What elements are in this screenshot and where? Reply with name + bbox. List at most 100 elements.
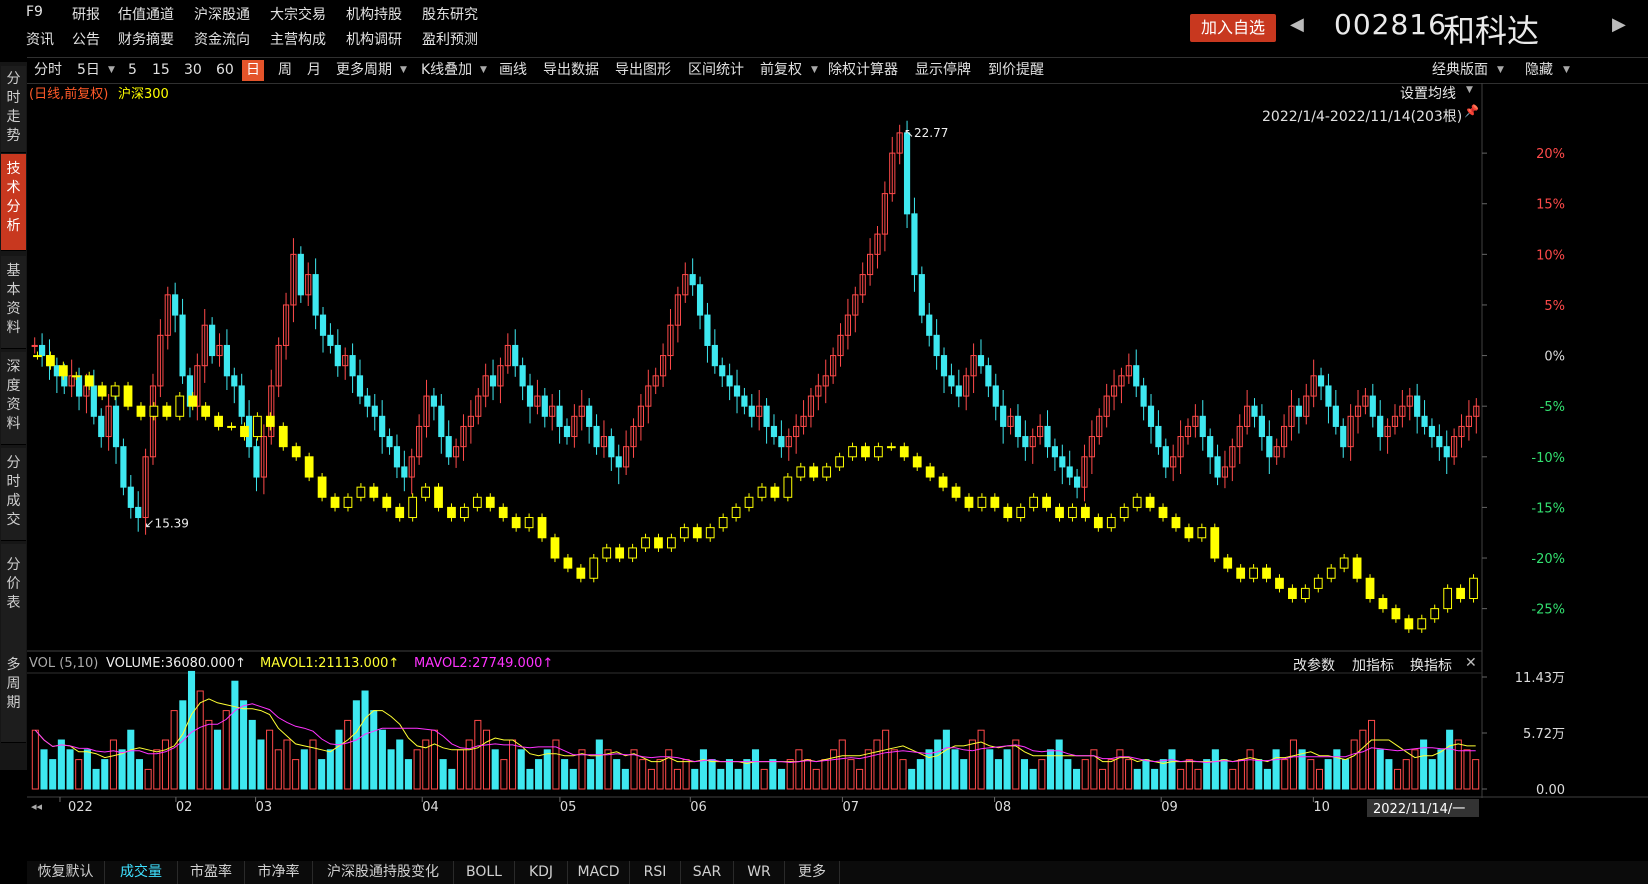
nav-block-trade[interactable]: 大宗交易 [270,7,326,23]
tb-forward-adjust[interactable]: 前复权 [760,62,802,78]
volume-bar [266,729,274,790]
switch-indicator-button[interactable]: 换指标 [1410,658,1452,674]
nav-capital-flow[interactable]: 资金流向 [194,32,250,48]
tab-reset-default[interactable]: 恢复默认 [27,861,105,884]
volume-bar [760,768,768,790]
tb-intraday[interactable]: 分时 [34,62,62,78]
close-icon[interactable]: ✕ [1465,655,1477,671]
chevron-down-icon[interactable]: ▼ [1563,65,1570,75]
volume-bar [665,749,673,790]
nav-valuation-channel[interactable]: 估值通道 [118,7,174,23]
tab-more[interactable]: 更多 [785,861,840,884]
tab-macd[interactable]: MACD [568,861,630,884]
pin-icon[interactable]: 📌 [1464,104,1479,118]
candle-body [1266,436,1273,458]
tab-sar[interactable]: SAR [681,861,734,884]
tb-export-chart[interactable]: 导出图形 [615,62,671,78]
candle-body [1428,425,1436,438]
tb-60min[interactable]: 60 [216,62,234,78]
chevron-down-icon[interactable]: ▼ [108,65,115,75]
tb-price-alert[interactable]: 到价提醒 [988,62,1044,78]
candle-body [53,365,60,377]
set-ma-button[interactable]: 设置均线 [1400,86,1456,102]
tab-connect-holding[interactable]: 沪深股通持股变化 [313,861,454,884]
tb-5day[interactable]: 5日 [77,62,100,78]
tb-more-period[interactable]: 更多周期 [336,62,392,78]
tb-range-stats[interactable]: 区间统计 [688,62,744,78]
candle-body [290,253,297,306]
chevron-down-icon[interactable]: ▼ [400,65,407,75]
candle-body [68,375,75,387]
indicator-tab-bar: 恢复默认 成交量 市盈率 市净率 沪深股通持股变化 BOLL KDJ MACD … [27,861,1648,884]
add-indicator-button[interactable]: 加指标 [1352,658,1394,674]
add-watchlist-button[interactable]: 加入自选 [1190,14,1276,42]
leftnav-realtime[interactable]: 分时走势 [1,66,26,153]
tb-day[interactable]: 日 [242,60,264,81]
chevron-down-icon[interactable]: ▼ [480,65,487,75]
tb-export-data[interactable]: 导出数据 [543,62,599,78]
nav-profit-forecast[interactable]: 盈利预测 [422,32,478,48]
candle-body [830,355,837,377]
tb-hide[interactable]: 隐藏 [1525,62,1553,78]
change-param-button[interactable]: 改参数 [1293,658,1335,674]
volume-bar [187,670,196,790]
tab-wr[interactable]: WR [734,861,785,884]
candle-body [194,365,201,407]
tb-30min[interactable]: 30 [184,62,202,78]
tb-classic-layout[interactable]: 经典版面 [1432,62,1488,78]
candle-body [149,385,157,458]
nav-institution-holding[interactable]: 机构持股 [346,7,402,23]
chevron-down-icon[interactable]: ▼ [1466,85,1473,95]
overlay-body [1132,496,1142,508]
tab-boll[interactable]: BOLL [454,861,515,884]
nav-news[interactable]: 资讯 [26,32,54,48]
volume-bar [231,680,239,790]
chevron-down-icon[interactable]: ▼ [811,65,818,75]
nav-stock-connect[interactable]: 沪深股通 [194,7,250,23]
tb-draw-line[interactable]: 画线 [499,62,527,78]
overlay-body [1093,517,1103,529]
tab-rsi[interactable]: RSI [630,861,681,884]
volume-bar [1038,759,1046,790]
volume-bar [812,768,820,790]
next-stock-icon[interactable]: ▶ [1612,14,1626,35]
leftnav-deep-info[interactable]: 深度资料 [1,352,26,445]
nav-announcement[interactable]: 公告 [72,32,100,48]
volume-bar [465,739,473,790]
overlay-body [265,415,275,427]
volume-bar [1376,749,1384,790]
nav-financial-summary[interactable]: 财务摘要 [118,32,174,48]
overlay-body [1326,567,1336,579]
prev-stock-icon[interactable]: ◀ [1290,14,1304,35]
tb-week[interactable]: 周 [278,62,292,78]
leftnav-tick-trade[interactable]: 分时成交 [1,448,26,541]
tb-5min[interactable]: 5 [128,62,137,78]
nav-business-structure[interactable]: 主营构成 [270,32,326,48]
tb-kline-overlay[interactable]: K线叠加 [421,62,473,78]
tb-15min[interactable]: 15 [152,62,170,78]
volume-bar [378,729,386,790]
nav-research[interactable]: 研报 [72,7,100,23]
nav-shareholder-research[interactable]: 股东研究 [422,7,478,23]
tb-month[interactable]: 月 [307,62,321,78]
leftnav-technical[interactable]: 技术分析 [1,154,26,251]
tab-pe[interactable]: 市盈率 [178,861,245,884]
volume-bar [604,749,612,790]
kline-chart-area[interactable]: ↙15.39 ↖22.77 20% 15% 10% 5% 0% -5% -10% -15% -20… [27,83,1648,860]
leftnav-price-table[interactable]: 分价表 [1,544,26,647]
volume-bar [1359,729,1367,790]
leftnav-basic-info[interactable]: 基本资料 [1,256,26,349]
tab-pb[interactable]: 市净率 [245,861,313,884]
tab-kdj[interactable]: KDJ [515,861,568,884]
tb-show-suspend[interactable]: 显示停牌 [915,62,971,78]
nav-institution-survey[interactable]: 机构调研 [346,32,402,48]
volume-bar [587,759,595,790]
chevron-down-icon[interactable]: ▼ [1497,65,1504,75]
tab-volume[interactable]: 成交量 [105,861,178,884]
overlay-body [964,496,974,508]
volume-bar [1341,759,1350,790]
tb-exright-calc[interactable]: 除权计算器 [828,62,898,78]
leftnav-multi-period[interactable]: 多周期 [1,642,26,743]
overlay-body [1313,577,1323,589]
candle-body [815,385,822,397]
